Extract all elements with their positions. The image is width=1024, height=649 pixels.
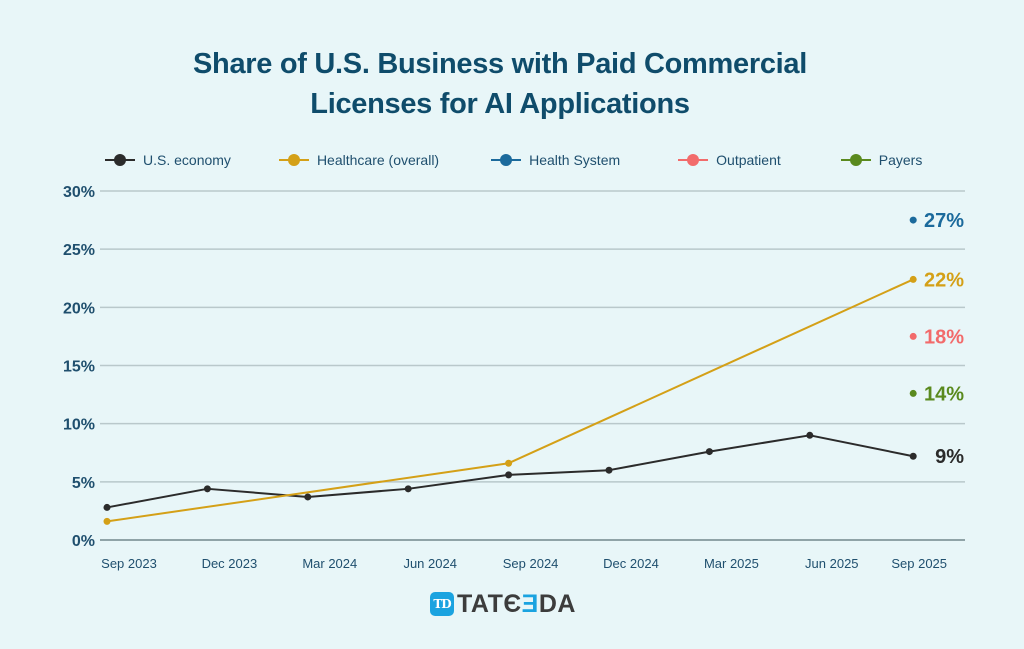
data-point-healthcare-overall	[103, 517, 111, 525]
y-tick-label: 0%	[72, 533, 95, 550]
logo-text-dark: TATЄ	[457, 589, 522, 618]
legend-marker-icon	[105, 154, 135, 166]
end-label-payers: 14%	[924, 383, 964, 405]
end-labels: 9% 22% 27% 18% 14%	[924, 210, 964, 468]
legend-label: Payers	[878, 152, 923, 168]
chart-title: Share of U.S. Business with Paid Commerc…	[0, 44, 1000, 124]
legend-label: U.S. economy	[143, 152, 231, 168]
legend-label: Healthcare (overall)	[316, 152, 440, 168]
logo-mark-icon: TD	[430, 592, 454, 616]
legend-item-payers: Payers	[840, 152, 923, 168]
legend-item-outpatient: Outpatient	[678, 152, 781, 168]
end-label-health-system: 27%	[924, 210, 964, 232]
gridlines	[100, 190, 965, 541]
legend-marker-icon	[678, 154, 709, 166]
y-tick-label: 15%	[63, 359, 95, 376]
y-tick-label: 20%	[63, 300, 95, 317]
x-tick-label: Mar 2024	[302, 556, 357, 571]
data-point-u-s-economy	[103, 503, 111, 511]
data-point-payers	[909, 389, 917, 397]
legend-item-healthcare-overall: Healthcare (overall)	[278, 152, 440, 168]
x-tick-label: Sep 2023	[101, 556, 157, 571]
y-tick-label: 25%	[63, 242, 95, 259]
x-tick-label: Sep 2025	[891, 556, 947, 571]
data-point-u-s-economy	[304, 493, 312, 501]
legend-item-u-s-economy: U.S. economy	[105, 152, 231, 168]
series-lines	[106, 278, 914, 523]
legend-item-health-system: Health System	[491, 152, 620, 168]
logo-text-end: DA	[538, 589, 576, 618]
x-axis-ticks: Sep 2023 Dec 2023 Mar 2024 Jun 2024 Sep 2024…	[101, 556, 947, 571]
data-point-u-s-economy	[705, 448, 713, 456]
series-line-healthcare-overall	[106, 278, 914, 523]
x-tick-label: Dec 2023	[202, 556, 258, 571]
legend-label: Outpatient	[716, 152, 781, 168]
end-label-outpatient: 18%	[924, 326, 964, 348]
legend-label: Health System	[529, 152, 621, 168]
data-point-healthcare-overall	[909, 275, 917, 283]
chart-title-line-1: Share of U.S. Business with Paid Commerc…	[193, 48, 807, 80]
data-point-u-s-economy	[909, 452, 917, 460]
data-point-u-s-economy	[806, 431, 814, 439]
legend-marker-icon	[278, 154, 309, 166]
x-tick-label: Jun 2024	[403, 556, 457, 571]
x-tick-label: Dec 2024	[603, 556, 659, 571]
x-tick-label: Mar 2025	[704, 556, 759, 571]
chart-title-line-2: Licenses for AI Applications	[310, 88, 690, 120]
data-point-u-s-economy	[404, 485, 412, 493]
end-label-healthcare-overall: 22%	[924, 269, 964, 291]
y-tick-label: 5%	[72, 475, 95, 492]
data-point-health-system	[909, 216, 917, 224]
data-point-outpatient	[909, 332, 917, 340]
y-tick-label: 10%	[63, 417, 95, 434]
series-line-u-s-economy	[106, 434, 914, 509]
x-tick-label: Jun 2025	[805, 556, 859, 571]
data-point-healthcare-overall	[505, 459, 513, 467]
series-points	[103, 216, 917, 525]
data-point-u-s-economy	[203, 485, 211, 493]
legend-marker-icon	[491, 154, 522, 166]
y-axis-ticks: 0% 5% 10% 15% 20% 25% 30%	[63, 184, 95, 550]
chart-legend: U.S. economy Healthcare (overall) Health S…	[105, 150, 922, 170]
logo-text-blue: Ǝ	[521, 589, 539, 618]
y-tick-label: 30%	[63, 184, 95, 201]
end-label-u-s-economy: 9%	[935, 446, 964, 468]
legend-marker-icon	[840, 154, 871, 166]
data-point-u-s-economy	[605, 466, 613, 474]
x-tick-label: Sep 2024	[503, 556, 559, 571]
tateeda-logo: TD TATЄ Ǝ DA	[430, 589, 576, 618]
data-point-u-s-economy	[505, 471, 513, 479]
